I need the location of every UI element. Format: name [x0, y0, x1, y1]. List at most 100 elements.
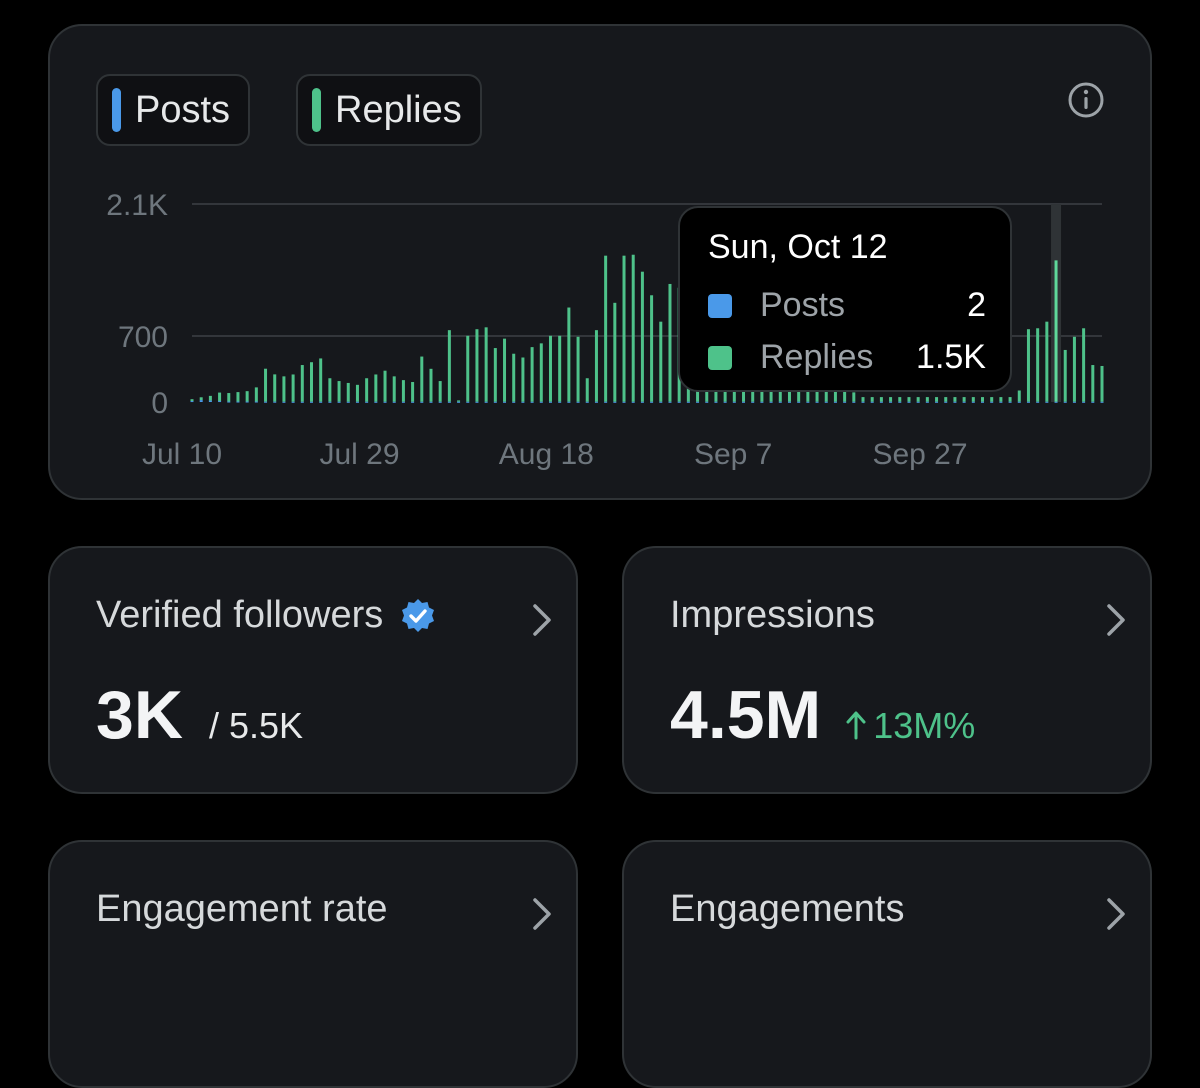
- replies-bar[interactable]: [190, 399, 194, 402]
- replies-bar[interactable]: [447, 330, 451, 402]
- posts-bar[interactable]: [962, 401, 966, 403]
- posts-bar[interactable]: [567, 401, 571, 403]
- posts-bar[interactable]: [1017, 401, 1021, 403]
- posts-bar[interactable]: [999, 401, 1003, 403]
- posts-bar[interactable]: [576, 401, 580, 403]
- replies-bar[interactable]: [558, 335, 562, 402]
- posts-bar[interactable]: [613, 401, 617, 403]
- replies-bar[interactable]: [438, 381, 442, 402]
- posts-bar[interactable]: [751, 401, 755, 403]
- posts-bar[interactable]: [705, 401, 709, 403]
- posts-bar[interactable]: [355, 401, 359, 403]
- replies-bar[interactable]: [300, 365, 304, 402]
- posts-bar[interactable]: [668, 401, 672, 403]
- posts-bar[interactable]: [879, 401, 883, 403]
- replies-bar[interactable]: [971, 397, 975, 402]
- replies-bar[interactable]: [420, 356, 424, 402]
- impressions-card[interactable]: Impressions 4.5M 13M%: [622, 546, 1152, 794]
- posts-bar[interactable]: [898, 401, 902, 403]
- posts-bar[interactable]: [309, 401, 313, 403]
- replies-bar[interactable]: [365, 378, 369, 402]
- posts-bar[interactable]: [300, 401, 304, 403]
- posts-bar[interactable]: [319, 401, 323, 403]
- replies-bar[interactable]: [925, 397, 929, 402]
- posts-bar[interactable]: [594, 401, 598, 403]
- posts-bar[interactable]: [944, 401, 948, 403]
- replies-bar[interactable]: [282, 376, 286, 402]
- replies-bar[interactable]: [503, 338, 507, 402]
- replies-bar[interactable]: [1072, 336, 1076, 402]
- replies-bar[interactable]: [493, 348, 497, 402]
- posts-bar[interactable]: [558, 401, 562, 403]
- replies-bar[interactable]: [833, 382, 837, 402]
- replies-bar[interactable]: [650, 295, 654, 402]
- replies-bar[interactable]: [328, 378, 332, 402]
- posts-bar[interactable]: [548, 401, 552, 403]
- posts-bar[interactable]: [530, 401, 534, 403]
- replies-bar[interactable]: [548, 335, 552, 402]
- replies-bar[interactable]: [1091, 365, 1095, 402]
- engagement-rate-card[interactable]: Engagement rate: [48, 840, 578, 1088]
- posts-bar[interactable]: [778, 401, 782, 403]
- posts-bar[interactable]: [392, 401, 396, 403]
- replies-bar[interactable]: [953, 397, 957, 402]
- posts-bar[interactable]: [870, 401, 874, 403]
- posts-bar[interactable]: [475, 401, 479, 403]
- replies-bar[interactable]: [475, 329, 479, 402]
- replies-bar[interactable]: [1045, 321, 1049, 402]
- replies-bar[interactable]: [401, 380, 405, 402]
- posts-bar[interactable]: [521, 401, 525, 403]
- posts-bar[interactable]: [218, 401, 222, 403]
- replies-bar[interactable]: [521, 357, 525, 402]
- posts-bar[interactable]: [604, 401, 608, 403]
- posts-bar[interactable]: [337, 401, 341, 403]
- replies-bar[interactable]: [309, 362, 313, 402]
- posts-bar[interactable]: [236, 401, 240, 403]
- verified-followers-card[interactable]: Verified followers 3K / 5.5K: [48, 546, 578, 794]
- posts-bar[interactable]: [484, 401, 488, 403]
- replies-bar[interactable]: [889, 397, 893, 402]
- replies-bar[interactable]: [355, 384, 359, 402]
- replies-bar[interactable]: [898, 397, 902, 402]
- replies-bar[interactable]: [585, 378, 589, 402]
- replies-bar[interactable]: [1008, 397, 1012, 402]
- posts-bar[interactable]: [199, 400, 203, 402]
- posts-bar[interactable]: [760, 401, 764, 403]
- replies-bar[interactable]: [429, 368, 433, 402]
- replies-bar[interactable]: [457, 400, 461, 402]
- replies-bar[interactable]: [337, 381, 341, 402]
- replies-bar[interactable]: [916, 397, 920, 402]
- posts-bar[interactable]: [383, 401, 387, 403]
- replies-bar[interactable]: [374, 374, 378, 402]
- posts-bar[interactable]: [833, 401, 837, 403]
- replies-bar[interactable]: [631, 254, 635, 402]
- posts-bar[interactable]: [585, 401, 589, 403]
- replies-bar[interactable]: [613, 302, 617, 402]
- posts-bar[interactable]: [328, 401, 332, 403]
- posts-bar[interactable]: [208, 400, 212, 402]
- replies-bar[interactable]: [466, 335, 470, 402]
- posts-bar[interactable]: [1036, 401, 1040, 403]
- replies-bar[interactable]: [907, 397, 911, 402]
- posts-bar[interactable]: [659, 401, 663, 403]
- replies-bar[interactable]: [346, 382, 350, 402]
- replies-bar[interactable]: [227, 393, 231, 402]
- posts-bar[interactable]: [503, 401, 507, 403]
- posts-bar[interactable]: [622, 401, 626, 403]
- posts-bar[interactable]: [852, 401, 856, 403]
- replies-bar[interactable]: [512, 353, 516, 402]
- replies-bar[interactable]: [1054, 260, 1058, 402]
- posts-bar[interactable]: [1072, 401, 1076, 403]
- posts-bar[interactable]: [971, 401, 975, 403]
- posts-bar[interactable]: [1008, 401, 1012, 403]
- posts-bar[interactable]: [889, 401, 893, 403]
- posts-bar[interactable]: [677, 401, 681, 403]
- posts-bar[interactable]: [346, 401, 350, 403]
- posts-bar[interactable]: [925, 401, 929, 403]
- replies-bar[interactable]: [1017, 390, 1021, 402]
- replies-bar[interactable]: [539, 343, 543, 402]
- replies-bar[interactable]: [981, 397, 985, 402]
- posts-bar[interactable]: [723, 401, 727, 403]
- posts-bar[interactable]: [696, 401, 700, 403]
- posts-bar[interactable]: [732, 401, 736, 403]
